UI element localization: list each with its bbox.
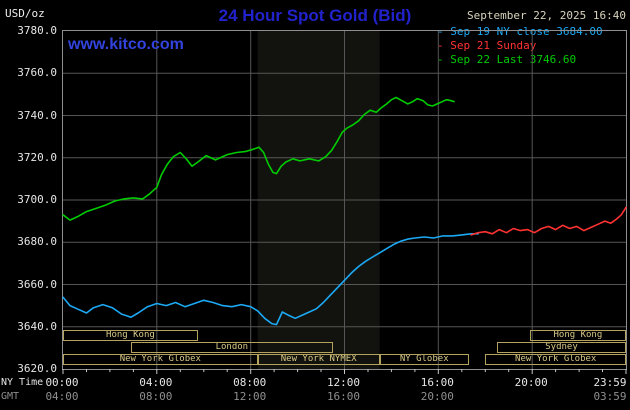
x-axis-tick-label: 04:00 xyxy=(139,376,173,389)
session-box-london: London xyxy=(131,342,333,353)
page-title: 24 Hour Spot Gold (Bid) xyxy=(218,6,412,25)
series-line xyxy=(62,96,455,221)
y-axis-tick-label: 3720.0 xyxy=(17,150,57,164)
y-axis-tick-label: 3640.0 xyxy=(17,319,57,333)
x-axis-tick-label: 08:00 xyxy=(139,390,173,403)
x-axis-tick-label: 16:00 xyxy=(326,390,361,403)
series-line xyxy=(62,233,480,326)
x-axis-tick-label: 03:59 xyxy=(593,390,627,403)
y-axis-tick-label: 3680.0 xyxy=(17,235,57,249)
x-axis-tick-label: 00:00 xyxy=(45,376,79,389)
session-box-ny-globex: NY Globex xyxy=(379,354,469,365)
y-axis-tick-label: 3760.0 xyxy=(17,66,57,80)
x-axis-tick-label: 12:00 xyxy=(326,376,361,389)
y-axis-tick-label: 3620.0 xyxy=(17,362,57,375)
series-line xyxy=(470,206,627,236)
x-axis-tick-label: 04:00 xyxy=(45,390,79,403)
session-box-sydney: Sydney xyxy=(497,342,626,353)
gmt-axis-label: GMT xyxy=(1,391,20,402)
y-axis-tick-label: 3780.0 xyxy=(17,24,57,37)
chart-legend: - Sep 19 NY close 3684.00- Sep 21 Sunday… xyxy=(437,25,603,67)
legend-item: - Sep 19 NY close 3684.00 xyxy=(437,25,603,38)
x-axis-tick-label: 20:00 xyxy=(420,390,454,403)
kitco-website-link[interactable]: www.kitco.com xyxy=(68,36,184,53)
session-box-hong-kong: Hong Kong xyxy=(63,330,198,341)
ny-time-axis-label: NY Time xyxy=(1,377,44,388)
y-axis-tick-label: 3740.0 xyxy=(17,108,57,122)
datetime-label: September 22, 2025 16:40 xyxy=(467,9,626,22)
session-box-new-york-globex: New York Globex xyxy=(485,354,627,365)
legend-item: - Sep 21 Sunday xyxy=(437,39,537,52)
legend-item: - Sep 22 Last 3746.60 xyxy=(437,53,577,66)
market-session-boxes: Hong Kong Hong Kong London Sydney New York G… xyxy=(63,31,627,369)
session-box-new-york-nymex: New York NYMEX xyxy=(257,354,380,365)
x-axis-tick-label: 16:00 xyxy=(420,376,454,389)
x-axis-tick-label: 23:59 xyxy=(593,376,627,389)
y-axis-unit-label: USD/oz xyxy=(5,7,45,20)
chart-canvas xyxy=(62,31,627,374)
x-axis-tick-label: 08:00 xyxy=(233,376,267,389)
plot-area: Hong Kong Hong Kong London Sydney New York G… xyxy=(62,30,627,374)
x-axis-tick-label: 12:00 xyxy=(233,390,267,403)
x-axis-tick-label: 20:00 xyxy=(514,376,548,389)
session-box-hong-kong: Hong Kong xyxy=(529,330,626,341)
y-axis-tick-label: 3660.0 xyxy=(17,277,57,291)
session-box-new-york-globex: New York Globex xyxy=(63,354,258,365)
y-axis-tick-label: 3700.0 xyxy=(17,193,57,206)
